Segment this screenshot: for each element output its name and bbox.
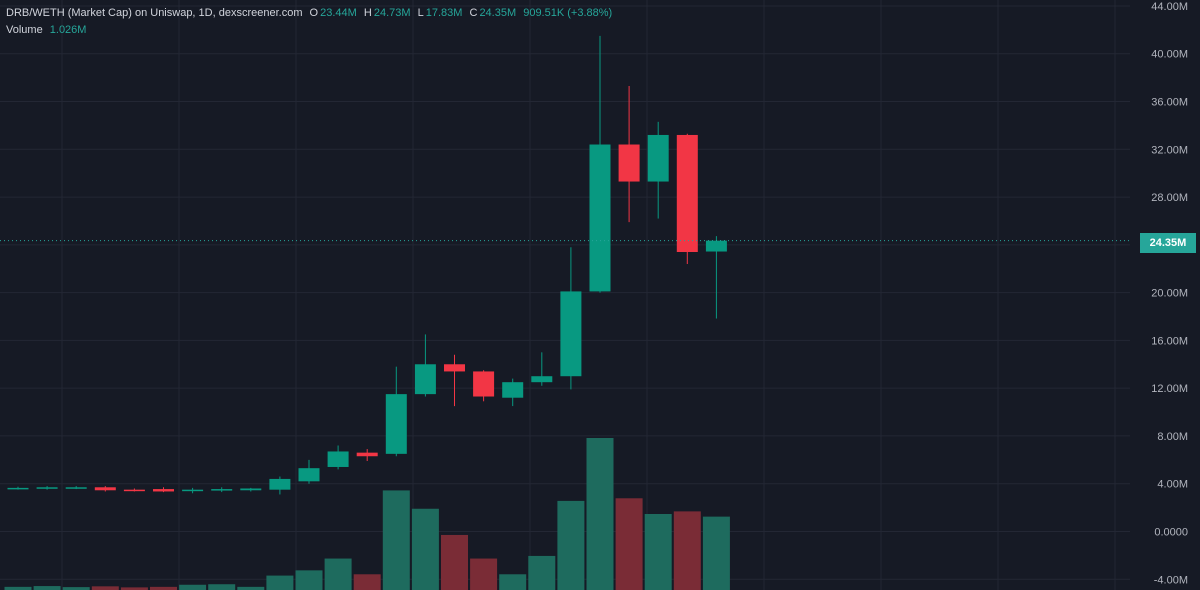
candle-up <box>414 364 436 395</box>
volume-bar <box>441 534 468 590</box>
close-label: C <box>469 7 478 19</box>
volume-bar <box>557 500 585 590</box>
candle-up <box>211 489 233 491</box>
volume-bar <box>353 574 381 590</box>
candle-up <box>240 488 262 491</box>
candle-up <box>65 487 87 489</box>
volume-bar <box>237 586 265 590</box>
volume-bar <box>673 511 701 590</box>
volume-bar <box>208 584 236 590</box>
open-label: O <box>309 7 319 19</box>
candle-down <box>123 489 145 492</box>
volume-value: 1.026M <box>49 24 87 36</box>
candle-up <box>36 487 58 489</box>
candle-up <box>531 376 553 383</box>
candle-down <box>356 452 378 457</box>
candle-up <box>385 394 407 454</box>
candle-up <box>269 478 291 490</box>
volume-bar <box>702 516 730 590</box>
close-value: 24.35M <box>479 7 517 19</box>
candle-down <box>444 364 465 372</box>
candle-up <box>647 134 669 182</box>
low-label: L <box>417 7 424 19</box>
high-label: H <box>363 7 372 19</box>
price-tick-label: 12.00M <box>1151 383 1188 395</box>
price-tick-label: -4.00M <box>1154 574 1188 586</box>
volume-label: Volume <box>6 24 43 36</box>
candle-down <box>676 134 698 253</box>
price-tick-label: 32.00M <box>1151 144 1188 156</box>
volume-bar <box>4 586 32 590</box>
chart-legend: DRB/WETH (Market Cap) on Uniswap, 1D, de… <box>6 5 612 39</box>
volume-bar <box>411 508 439 590</box>
legend-row-main: DRB/WETH (Market Cap) on Uniswap, 1D, de… <box>6 5 612 22</box>
volume-bar <box>33 586 61 590</box>
candle-up <box>7 487 29 490</box>
volume-bar <box>382 490 410 590</box>
volume-bars <box>4 438 730 590</box>
candles <box>7 35 727 495</box>
candle-down <box>473 371 495 397</box>
volume-bar <box>470 558 498 590</box>
candle-up <box>589 144 611 292</box>
volume-bar <box>295 570 323 590</box>
high-value: 24.73M <box>373 7 411 19</box>
candle-down <box>153 489 174 492</box>
low-value: 17.83M <box>425 7 463 19</box>
volume-bar <box>644 514 672 590</box>
price-tick-label: 16.00M <box>1151 335 1188 347</box>
change-value: 909.51K (+3.88%) <box>523 7 613 19</box>
volume-bar <box>91 586 119 590</box>
price-tick-label: 4.00M <box>1157 479 1188 491</box>
candle-up <box>502 382 524 398</box>
open-value: 23.44M <box>320 7 357 19</box>
volume-bar <box>150 586 177 590</box>
candle-up <box>298 468 320 482</box>
volume-bar <box>499 574 527 590</box>
volume-bar <box>179 584 207 590</box>
candle-up <box>182 489 204 492</box>
legend-row-volume: Volume 1.026M <box>6 22 612 39</box>
price-tick-label: 20.00M <box>1151 288 1188 300</box>
volume-bar <box>528 555 556 590</box>
volume-bar <box>615 498 643 590</box>
volume-bar <box>120 587 148 590</box>
price-tick-label: 36.00M <box>1151 97 1188 109</box>
volume-bar <box>62 587 90 590</box>
volume-bar <box>266 575 294 590</box>
price-tick-label: 0.0000 <box>1154 526 1188 538</box>
candle-up <box>560 291 582 377</box>
price-tick-label: 40.00M <box>1151 49 1188 61</box>
price-axis[interactable]: 44.00M40.00M36.00M32.00M28.00M24.00M20.0… <box>1151 1 1188 586</box>
candle-down <box>94 487 116 491</box>
candle-up <box>327 451 349 467</box>
volume-bar <box>324 558 352 590</box>
candle-up <box>705 240 727 252</box>
price-tick-label: 8.00M <box>1157 431 1188 443</box>
price-tick-label: 44.00M <box>1151 1 1188 13</box>
volume-bar <box>586 438 614 590</box>
candle-down <box>618 144 640 182</box>
last-price-badge: 24.35M <box>1140 233 1196 253</box>
symbol-title: DRB/WETH (Market Cap) on Uniswap, 1D, de… <box>6 7 303 19</box>
price-tick-label: 28.00M <box>1151 192 1188 204</box>
